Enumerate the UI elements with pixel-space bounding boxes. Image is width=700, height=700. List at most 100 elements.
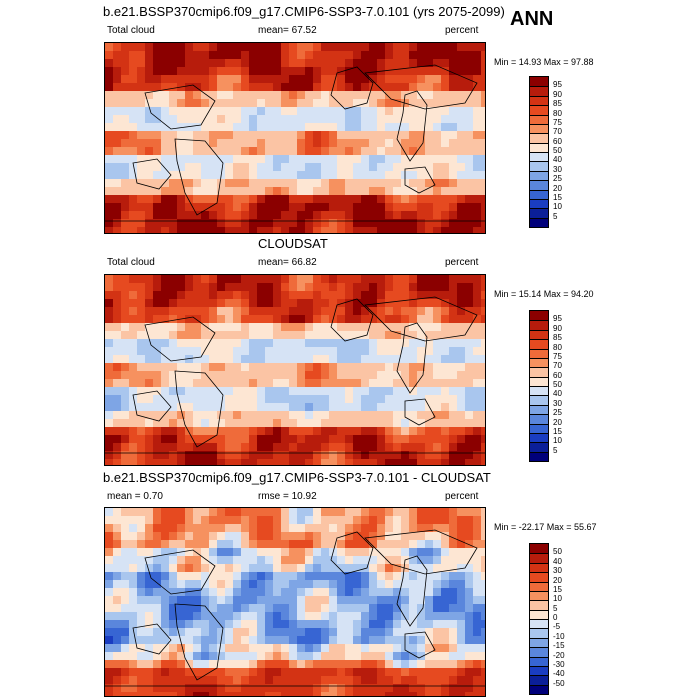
field-cell — [433, 636, 442, 645]
field-cell — [121, 331, 130, 340]
field-cell — [465, 508, 474, 517]
field-cell — [345, 572, 354, 581]
field-cell — [393, 187, 402, 196]
field-cell — [377, 123, 386, 132]
field-cell — [225, 131, 234, 140]
field-cell — [289, 179, 298, 188]
field-cell — [337, 387, 346, 396]
field-cell — [113, 275, 122, 284]
field-cell — [177, 307, 186, 316]
field-cell — [129, 107, 138, 116]
field-cell — [313, 331, 322, 340]
field-cell — [273, 275, 282, 284]
field-cell — [113, 83, 122, 92]
field-cell — [233, 299, 242, 308]
field-cell — [465, 179, 474, 188]
field-cell — [353, 604, 362, 613]
colorbar-box — [530, 189, 548, 199]
field-cell — [353, 163, 362, 172]
field-cell — [345, 411, 354, 420]
field-cell — [129, 115, 138, 124]
field-cell — [161, 660, 170, 669]
field-cell — [225, 524, 234, 533]
field-cell — [161, 387, 170, 396]
field-cell — [449, 524, 458, 533]
field-cell — [281, 564, 290, 573]
field-cell — [281, 628, 290, 637]
field-cell — [233, 83, 242, 92]
field-cell — [177, 363, 186, 372]
colorbar-box — [530, 544, 548, 554]
field-cell — [329, 684, 338, 693]
field-cell — [305, 684, 314, 693]
field-cell — [465, 139, 474, 148]
field-cell — [273, 115, 282, 124]
field-cell — [393, 307, 402, 316]
field-cell — [153, 75, 162, 84]
field-cell — [417, 652, 426, 661]
field-cell — [257, 67, 266, 76]
field-cell — [433, 195, 442, 204]
field-cell — [273, 155, 282, 164]
field-cell — [473, 668, 482, 677]
field-cell — [121, 147, 130, 156]
field-cell — [401, 572, 410, 581]
field-cell — [353, 339, 362, 348]
colorbar-box — [530, 572, 548, 582]
field-cell — [361, 684, 370, 693]
field-cell — [169, 275, 178, 284]
field-cell — [137, 131, 146, 140]
field-cell — [313, 99, 322, 108]
field-cell — [225, 451, 234, 460]
field-cell — [337, 411, 346, 420]
field-cell — [353, 403, 362, 412]
colorbar-tick-label: 30 — [553, 398, 562, 408]
field-cell — [433, 459, 442, 465]
field-cell — [137, 139, 146, 148]
field-cell — [281, 171, 290, 180]
field-cell — [217, 99, 226, 108]
field-cell — [225, 660, 234, 669]
field-cell — [281, 532, 290, 541]
field-cell — [201, 379, 210, 388]
field-cell — [385, 604, 394, 613]
field-cell — [209, 628, 218, 637]
field-cell — [177, 187, 186, 196]
field-cell — [401, 315, 410, 324]
panel-3-minmax: Min = -22.17 Max = 55.67 — [494, 522, 597, 532]
field-cell — [249, 147, 258, 156]
field-cell — [361, 588, 370, 597]
field-cell — [441, 459, 450, 465]
field-cell — [265, 323, 274, 332]
field-cell — [377, 51, 386, 60]
field-cell — [273, 363, 282, 372]
field-cell — [481, 307, 485, 316]
field-cell — [121, 75, 130, 84]
field-cell — [385, 163, 394, 172]
field-cell — [241, 51, 250, 60]
field-cell — [185, 163, 194, 172]
field-cell — [321, 628, 330, 637]
field-cell — [377, 564, 386, 573]
field-cell — [137, 524, 146, 533]
field-cell — [369, 644, 378, 653]
field-cell — [441, 628, 450, 637]
field-cell — [449, 540, 458, 549]
field-cell — [137, 676, 146, 685]
field-cell — [169, 427, 178, 436]
field-cell — [273, 203, 282, 212]
field-cell — [385, 203, 394, 212]
field-cell — [257, 91, 266, 100]
field-cell — [409, 171, 418, 180]
field-cell — [233, 99, 242, 108]
field-cell — [169, 524, 178, 533]
colorbar-tick-label: -20 — [553, 650, 565, 660]
field-cell — [417, 187, 426, 196]
field-cell — [177, 387, 186, 396]
field-cell — [233, 75, 242, 84]
field-cell — [225, 339, 234, 348]
field-cell — [305, 363, 314, 372]
field-cell — [273, 59, 282, 68]
field-cell — [225, 644, 234, 653]
field-cell — [201, 684, 210, 693]
